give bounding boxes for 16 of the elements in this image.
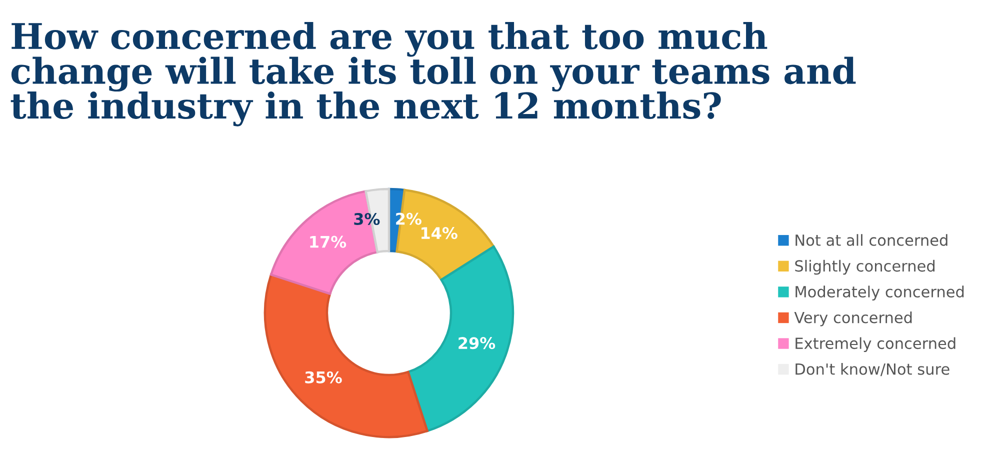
chart-title: How concerned are you that too much change will take its toll on your teams and the industry in the next 12 months? <box>10 22 856 126</box>
data-label: 29% <box>458 337 496 350</box>
legend-label: Not at all concerned <box>796 234 948 246</box>
donut-slice <box>264 274 428 438</box>
data-label: 14% <box>422 227 458 240</box>
legend-label: Don't know/Not sure <box>796 363 950 376</box>
data-label: 35% <box>305 371 342 384</box>
data-label: 3% <box>354 212 380 226</box>
donut-slice <box>270 190 378 295</box>
donut-slice <box>407 245 514 432</box>
legend-label: Moderately concerned <box>796 286 964 300</box>
data-label: 17% <box>310 236 346 248</box>
donut-slice <box>396 188 495 281</box>
legend-label: Extremely concerned <box>796 337 956 352</box>
legend-label: Slightly concerned <box>795 260 934 275</box>
legend-label: Very concerned <box>794 311 912 326</box>
